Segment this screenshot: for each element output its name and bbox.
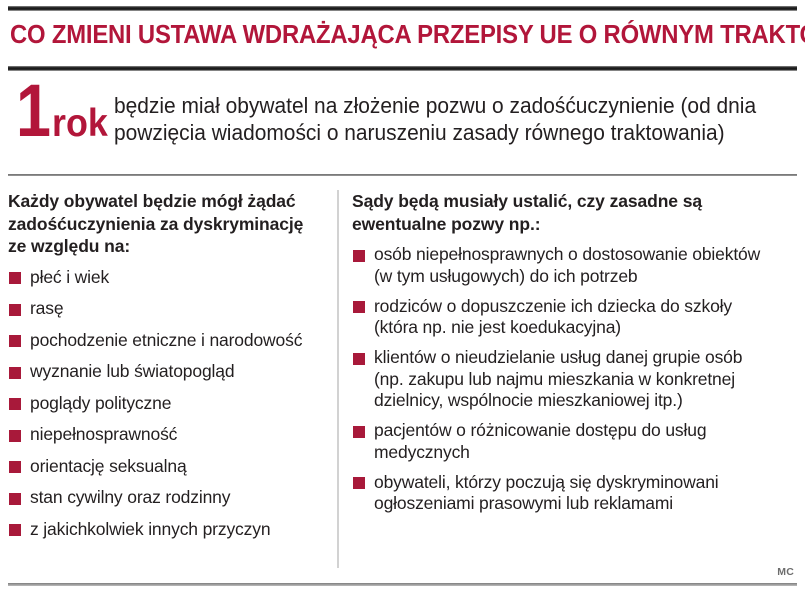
- right-bullet-list: osób niepełnosprawnych o dostosowanie ob…: [352, 244, 798, 515]
- list-item-line: osób niepełnosprawnych o dostosowanie ob…: [374, 244, 761, 264]
- list-item-line: wyznanie lub światopogląd: [30, 361, 235, 381]
- list-item: poglądy polityczne: [8, 393, 330, 415]
- list-item: niepełnosprawność: [8, 424, 330, 446]
- list-item-line: rodziców o dopuszczenie ich dziecka do s…: [374, 295, 733, 316]
- list-item: obywateli, którzy poczują się dyskrymino…: [352, 472, 798, 515]
- left-heading-line-3: ze względu na:: [8, 236, 131, 256]
- list-item: pacjentów o różnicowanie dostępu do usłu…: [352, 420, 798, 463]
- list-item-line: dzielnicy, wspólnocie mieszkaniowej itp.…: [374, 390, 683, 410]
- lead-description: będzie miał obywatel na złożenie pozwu o…: [114, 92, 756, 146]
- list-item-line: płeć i wiek: [30, 266, 110, 287]
- left-column-heading: Każdy obywatel będzie mógł żądać zadośću…: [8, 190, 330, 258]
- list-item-line: (która np. nie jest koedukacyjna): [374, 317, 621, 337]
- list-item-line: (np. zakupu lub najmu mieszkania w konkr…: [374, 368, 735, 389]
- bottom-divider-rule: [8, 583, 797, 586]
- right-column: Sądy będą musiały ustalić, czy zasadne s…: [352, 190, 798, 523]
- list-item-line: (w tym usługowych) do ich potrzeb: [374, 265, 638, 286]
- lead-unit-label: rok: [52, 102, 108, 145]
- list-item-line: klientów o nieudzielanie usług danej gru…: [374, 347, 743, 367]
- page-title: CO ZMIENI USTAWA WDRAŻAJĄCA PRZEPISY UE …: [10, 21, 805, 49]
- list-item: osób niepełnosprawnych o dostosowanie ob…: [352, 244, 798, 287]
- lead-figure: 1 rok: [12, 74, 112, 150]
- lead-statistic-block: 1 rok będzie miał obywatel na złożenie p…: [8, 74, 797, 168]
- list-item: rodziców o dopuszczenie ich dziecka do s…: [352, 296, 798, 339]
- list-item-line: poglądy polityczne: [30, 392, 172, 413]
- top-divider-rule: [8, 6, 797, 11]
- lead-number: 1: [16, 69, 51, 152]
- author-credit: MC: [777, 566, 794, 578]
- list-item-line: obywateli, którzy poczują się dyskrymino…: [374, 471, 719, 492]
- list-item-line: ogłoszeniami prasowymi lub reklamami: [374, 493, 674, 513]
- left-bullet-list: płeć i wiek rasę pochodzenie etniczne i …: [8, 267, 330, 541]
- list-item-line: pacjentów o różnicowanie dostępu do usłu…: [374, 420, 707, 440]
- left-heading-line-2: zadośćuczynienia za dyskryminację: [8, 213, 304, 234]
- list-item: płeć i wiek: [8, 267, 330, 289]
- left-column: Każdy obywatel będzie mógł żądać zadośću…: [8, 190, 330, 550]
- list-item-line: niepełnosprawność: [30, 424, 178, 444]
- column-divider: [337, 190, 339, 568]
- list-item: klientów o nieudzielanie usług danej gru…: [352, 347, 798, 412]
- columns-container: Każdy obywatel będzie mógł żądać zadośću…: [0, 190, 805, 580]
- list-item: orientację seksualną: [8, 456, 330, 478]
- right-heading-line-2: ewentualne pozwy np.:: [352, 213, 541, 234]
- list-item-line: orientację seksualną: [30, 455, 187, 476]
- list-item: stan cywilny oraz rodzinny: [8, 487, 330, 509]
- list-item: z jakichkolwiek innych przyczyn: [8, 519, 330, 541]
- right-column-heading: Sądy będą musiały ustalić, czy zasadne s…: [352, 190, 798, 235]
- lead-description-line-2: powzięcia wiadomości o naruszeniu zasady…: [114, 120, 725, 145]
- list-item: pochodzenie etniczne i narodowość: [8, 330, 330, 352]
- left-heading-line-1: Każdy obywatel będzie mógł żądać: [8, 191, 296, 211]
- list-item: rasę: [8, 298, 330, 320]
- list-item-line: pochodzenie etniczne i narodowość: [30, 329, 303, 350]
- list-item-line: stan cywilny oraz rodzinny: [30, 487, 231, 507]
- title-divider-rule: [8, 66, 797, 71]
- list-item: wyznanie lub światopogląd: [8, 361, 330, 383]
- list-item-line: rasę: [30, 298, 64, 318]
- right-heading-line-1: Sądy będą musiały ustalić, czy zasadne s…: [352, 191, 702, 211]
- list-item-line: z jakichkolwiek innych przyczyn: [30, 518, 271, 539]
- list-item-line: medycznych: [374, 441, 470, 462]
- lead-divider-rule: [8, 174, 797, 176]
- lead-description-line-1: będzie miał obywatel na złożenie pozwu o…: [114, 93, 757, 118]
